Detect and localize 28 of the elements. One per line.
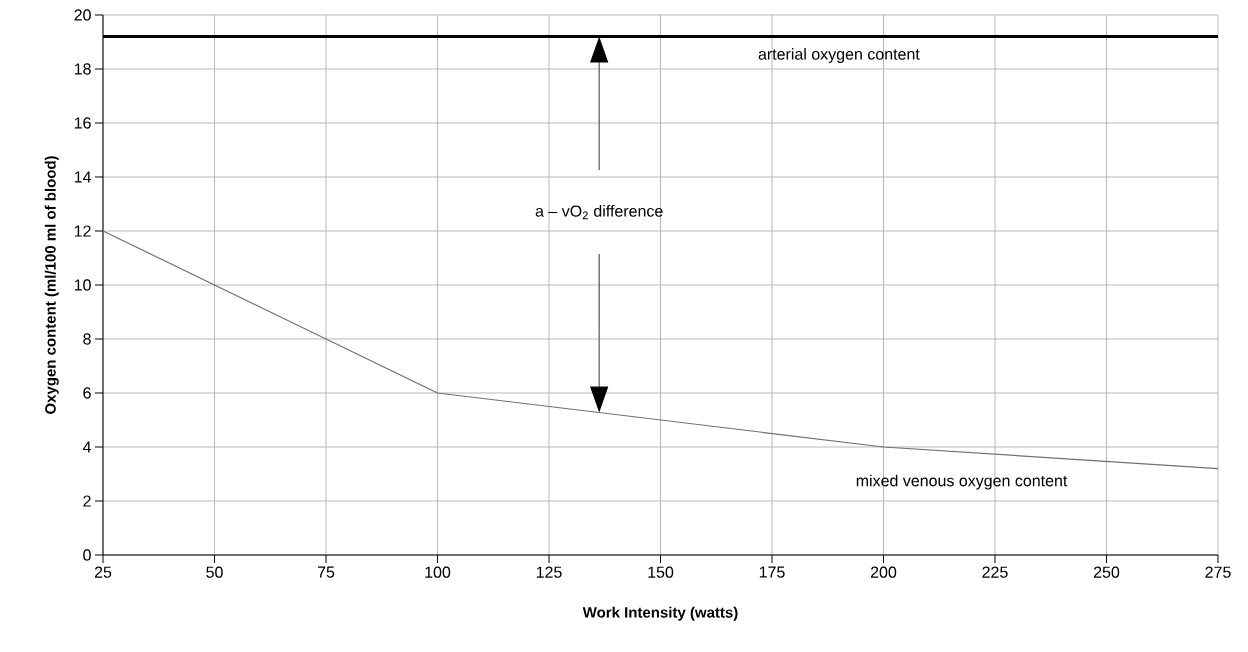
x-axis-title: Work Intensity (watts): [582, 606, 738, 621]
y-tick-label: 20: [74, 9, 91, 21]
y-tick-label: 14: [74, 171, 91, 183]
x-tick-label: 225: [982, 566, 1008, 578]
x-tick-label: 100: [425, 566, 451, 578]
x-tick-label: 25: [94, 566, 112, 578]
x-tick-label: 250: [1093, 566, 1120, 578]
annotation: a – vO$_{2}$ difference: [535, 205, 663, 220]
x-tick-label: 125: [536, 566, 562, 578]
y-tick-label: 4: [82, 441, 91, 453]
x-tick-label: 200: [870, 566, 897, 578]
y-axis-title: Oxygen content (ml/100 ml of blood): [44, 156, 59, 414]
series-label: mixed venous oxygen content: [856, 474, 1068, 490]
y-tick-label: 18: [74, 63, 91, 75]
x-tick-label: 150: [648, 566, 674, 578]
y-tick-label: 0: [83, 549, 91, 561]
y-tick-label: 10: [74, 279, 91, 291]
x-tick-label: 75: [317, 566, 335, 578]
x-tick-label: 50: [206, 566, 223, 578]
series-label: arterial oxygen content: [758, 48, 920, 63]
x-tick-label: 175: [759, 566, 785, 578]
x-tick-label: 275: [1205, 566, 1231, 578]
line-series: [102, 230, 1219, 470]
y-tick-label: 12: [74, 225, 91, 237]
y-tick-label: 16: [74, 117, 91, 129]
y-tick-label: 6: [83, 387, 91, 399]
y-tick-label: 8: [83, 333, 91, 345]
y-tick-label: 2: [83, 495, 91, 507]
